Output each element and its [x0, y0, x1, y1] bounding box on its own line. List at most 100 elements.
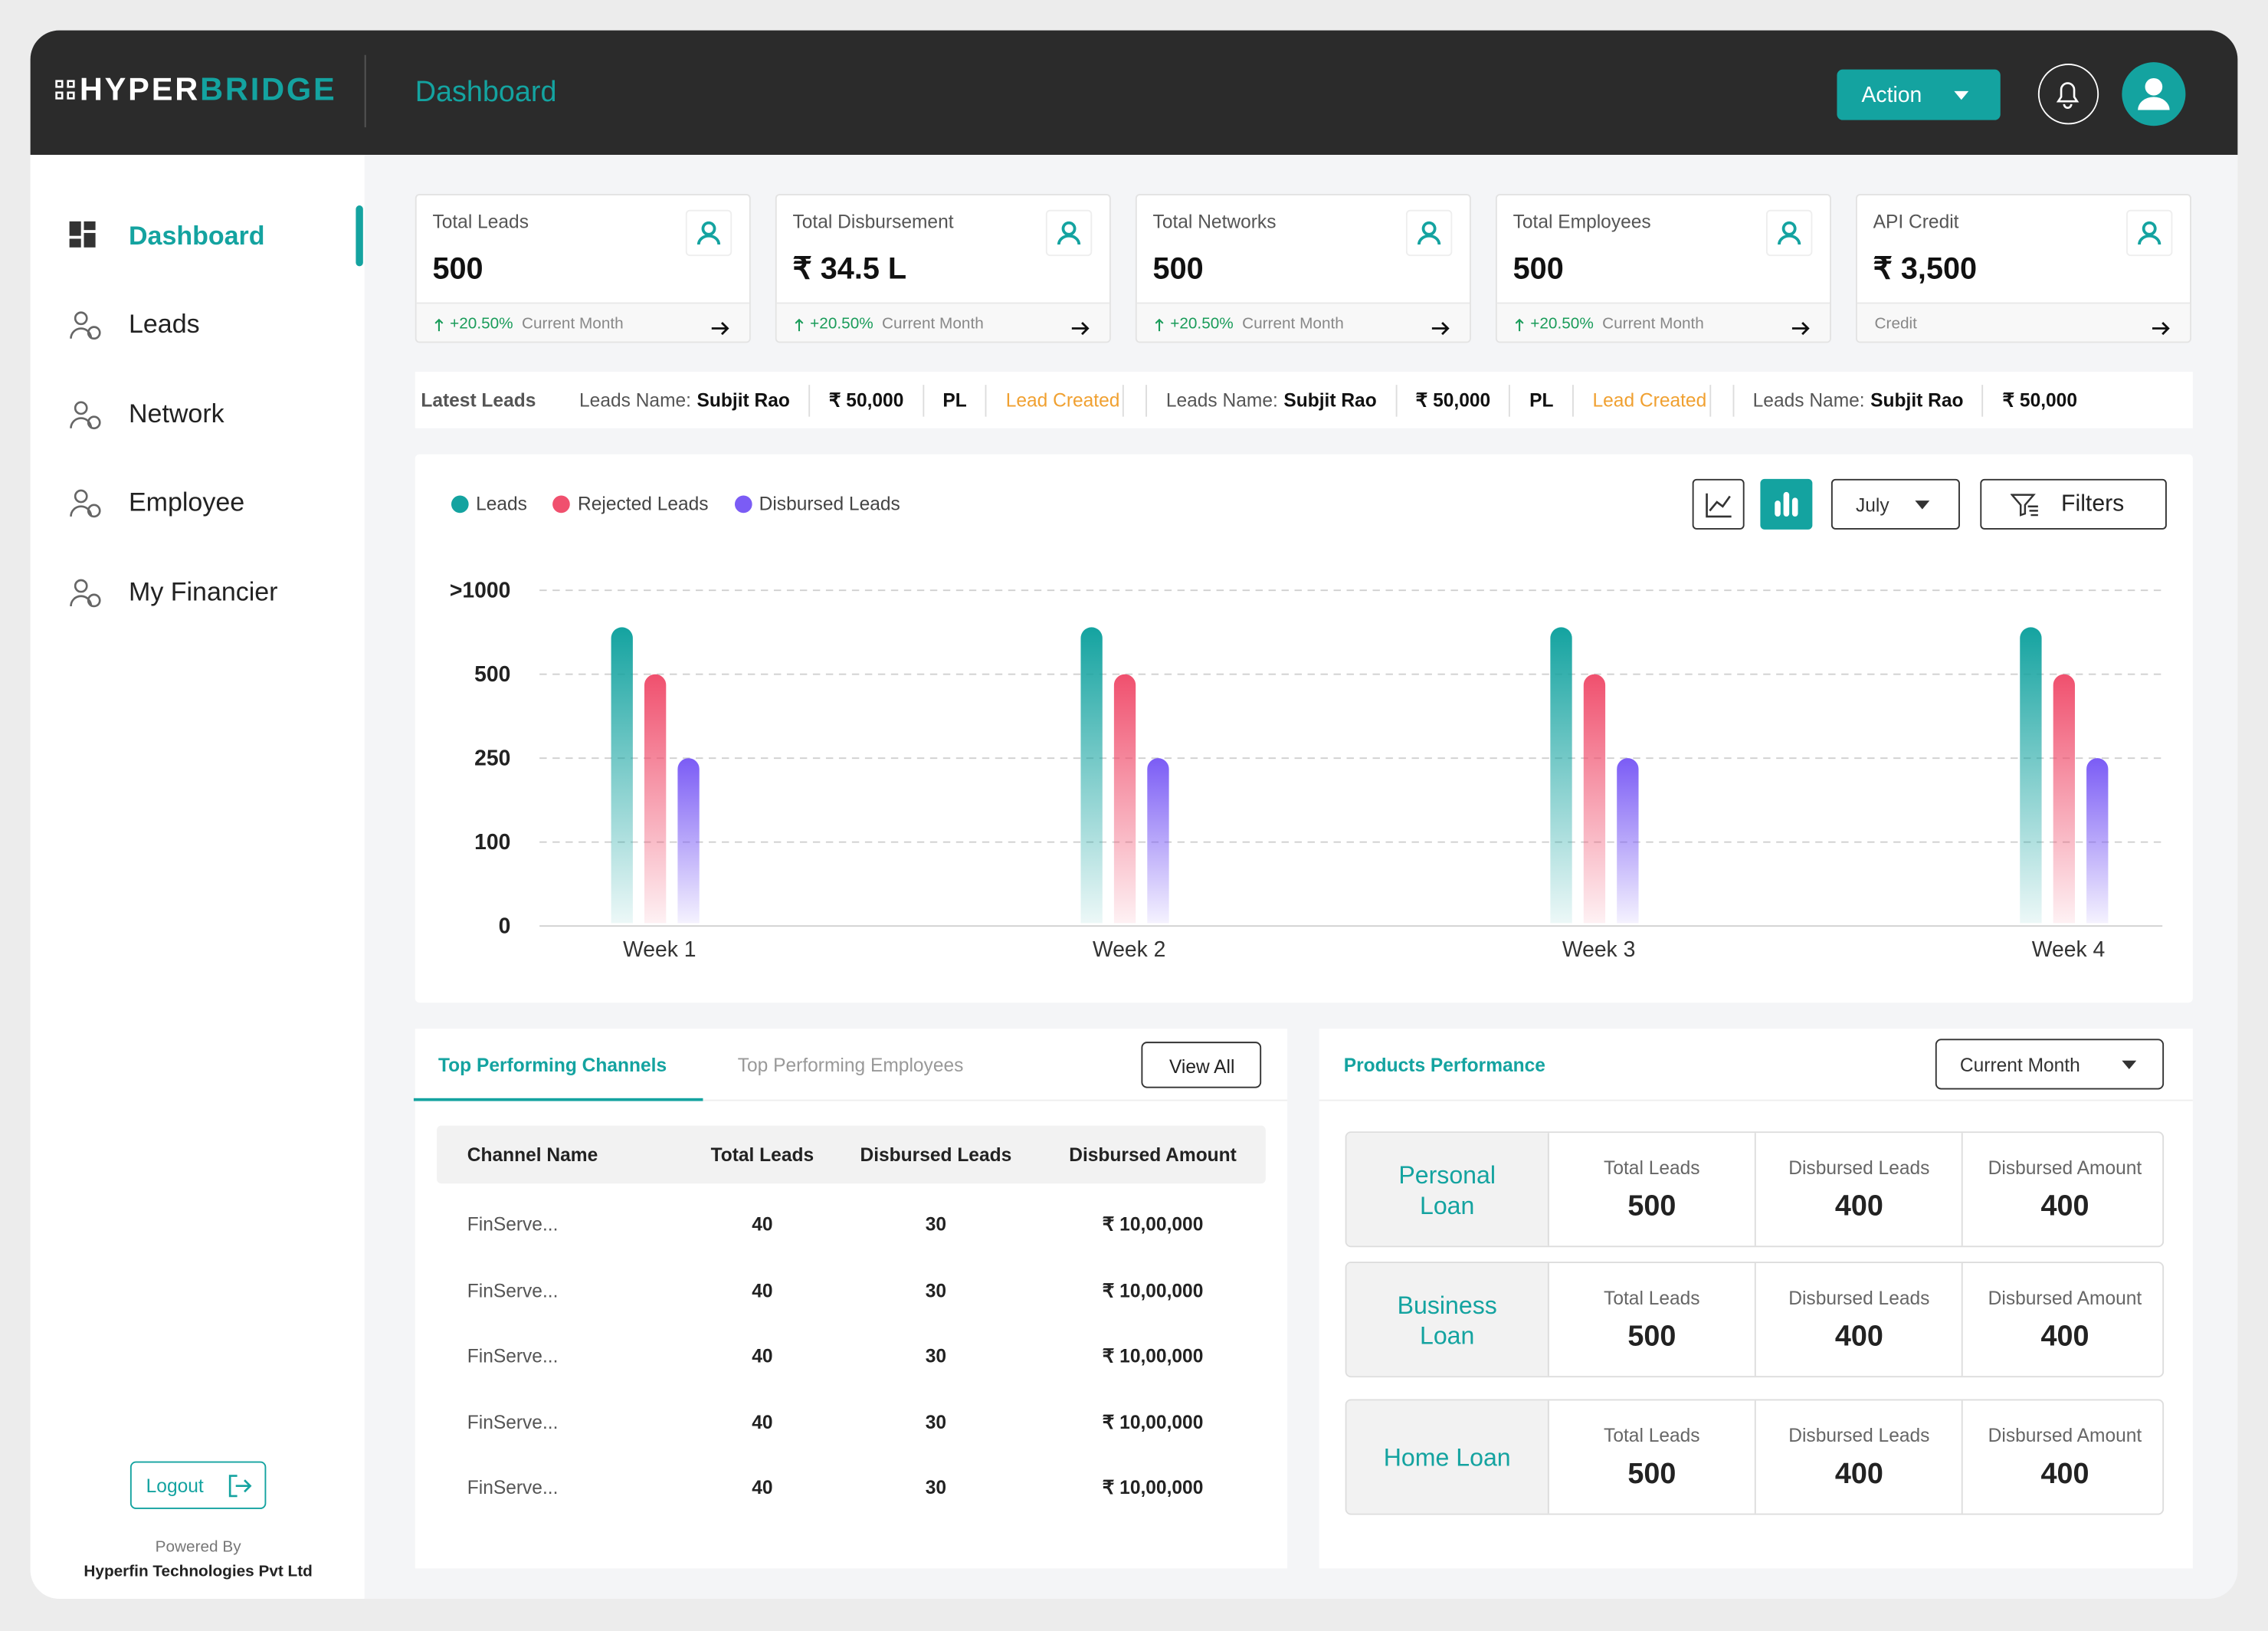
legend-swatch	[552, 494, 571, 513]
dropdown-caret	[1915, 500, 1930, 510]
stat-link[interactable]	[710, 317, 730, 336]
icon-part	[69, 221, 96, 248]
nav-item[interactable]: Leads	[58, 295, 348, 353]
stat-footer-row: +20.50% Current Month	[794, 316, 984, 333]
metric-value: 400	[1834, 1321, 1883, 1354]
table-cell: 40	[752, 1278, 773, 1301]
stat-card: Total Leads 500 +20.50% Current Month	[415, 193, 751, 343]
powered-by: Powered By	[155, 1538, 241, 1557]
separator	[1145, 384, 1148, 416]
logo-part: HYPER	[79, 71, 201, 107]
icon-part	[795, 317, 804, 331]
lead-name-value: Subjit Rao	[696, 389, 790, 412]
nav-item[interactable]: Dashboard	[58, 207, 348, 265]
icon-part	[2138, 77, 2170, 110]
stat-period: Current Month	[521, 315, 624, 333]
tab-underline	[413, 1098, 703, 1101]
icon-part	[1155, 317, 1164, 331]
stat-period: Current Month	[1242, 315, 1344, 333]
icon-part	[1778, 221, 1801, 245]
avatar[interactable]	[2122, 62, 2186, 126]
legend-swatch	[734, 494, 752, 513]
change-arrow	[794, 317, 804, 331]
icon-part	[1418, 221, 1441, 245]
separator	[1123, 384, 1125, 416]
bar-chart-button[interactable]	[1760, 478, 1813, 530]
table-cell: FinServe...	[467, 1344, 559, 1367]
filters-button[interactable]: Filters	[1980, 478, 2167, 530]
icon-part	[1421, 221, 1437, 236]
stat-link[interactable]	[1791, 317, 1811, 336]
table-cell: 40	[752, 1410, 773, 1432]
product-metric: Disbursed Amount 400	[1961, 1400, 2162, 1514]
notification-button[interactable]	[2037, 64, 2099, 125]
icon-part	[74, 489, 88, 504]
stat-label: Total Networks	[1152, 210, 1277, 232]
bar	[611, 627, 633, 924]
icon-part	[2138, 221, 2161, 245]
logout-button[interactable]: Logout	[129, 1461, 267, 1509]
stat-link[interactable]	[1431, 317, 1450, 336]
lead-product: PL	[1529, 389, 1554, 412]
action-button[interactable]: Action	[1837, 69, 2001, 120]
column-header: Channel Name	[467, 1144, 598, 1166]
stat-icon	[1405, 209, 1453, 257]
period-dropdown[interactable]: Current Month	[1935, 1039, 2165, 1090]
metric-label: Total Leads	[1604, 1424, 1700, 1446]
view-all-button[interactable]: View All	[1141, 1042, 1262, 1088]
icon-part	[87, 415, 101, 430]
metric-value: 400	[1834, 1458, 1883, 1491]
icon-part	[69, 221, 81, 236]
icon-part	[2056, 82, 2080, 109]
y-tick-label: 500	[474, 661, 510, 686]
chart-card	[415, 454, 2193, 1003]
nav-item[interactable]: Network	[58, 385, 348, 443]
bar	[1113, 674, 1136, 924]
table-cell: 30	[925, 1213, 947, 1236]
column-header: Total Leads	[710, 1144, 814, 1166]
icon-part	[1783, 491, 1790, 517]
stat-change: +20.50%	[450, 315, 513, 333]
table-cell: FinServe...	[467, 1278, 559, 1301]
icon-part	[84, 221, 96, 231]
lead-name: Leads Name: Subjit Rao	[579, 389, 790, 411]
product-metric: Total Leads 500	[1549, 1263, 1755, 1376]
metric-value: 400	[1834, 1190, 1883, 1223]
icon-part	[55, 80, 75, 100]
nav-item[interactable]: Employee	[58, 473, 348, 531]
icon-part	[1515, 317, 1524, 331]
tab[interactable]: Top Performing Employees	[737, 1054, 964, 1076]
stat-card: API Credit ₹ 3,500 Credit	[1855, 193, 2191, 343]
stat-footer-row: +20.50% Current Month	[1154, 315, 1344, 333]
stat-value: 500	[432, 252, 483, 286]
sidebar	[30, 154, 365, 1599]
legend-item: Rejected Leads	[552, 493, 709, 514]
stat-label: Total Disbursement	[792, 210, 954, 232]
channels-card	[415, 1029, 1288, 1569]
nav-item[interactable]: My Financier	[58, 563, 348, 621]
icon-part	[1778, 221, 1801, 245]
tab[interactable]: Top Performing Channels	[438, 1054, 667, 1076]
stat-footer-row: +20.50% Current Month	[1514, 316, 1704, 333]
icon-part	[1775, 500, 1781, 517]
nav-label: Employee	[129, 487, 245, 517]
month-dropdown[interactable]: July	[1830, 478, 1960, 530]
icon-part	[711, 321, 729, 336]
line-chart-button[interactable]	[1692, 478, 1745, 530]
icon-part	[84, 232, 96, 248]
table-cell: 40	[752, 1344, 773, 1367]
filters-icon	[2010, 492, 2040, 518]
bar	[1583, 674, 1606, 924]
table-cell: FinServe...	[467, 1213, 559, 1236]
metric-label: Disbursed Leads	[1788, 1287, 1930, 1309]
stat-footer-row: Credit	[1875, 316, 1917, 333]
stat-link[interactable]	[2151, 317, 2171, 336]
bar	[2086, 758, 2109, 924]
header-divider	[364, 54, 366, 128]
separator	[808, 384, 811, 416]
stat-link[interactable]	[1070, 317, 1090, 336]
product-name: Home Loan	[1383, 1444, 1511, 1472]
product-name: Business Loan	[1397, 1291, 1497, 1350]
x-tick-label: Week 4	[2032, 937, 2105, 961]
table-cell: 30	[925, 1344, 947, 1367]
